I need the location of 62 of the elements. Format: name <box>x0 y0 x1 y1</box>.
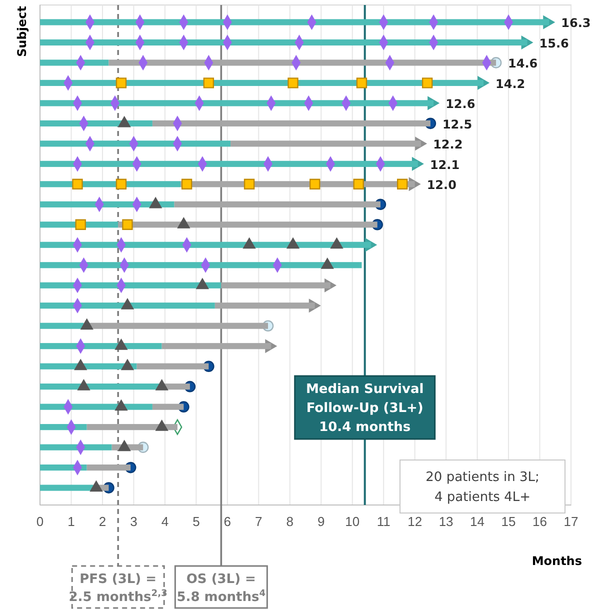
point <box>75 219 86 230</box>
total-label: 16.3 <box>561 16 591 30</box>
point <box>116 78 127 88</box>
x-tick-label: 8 <box>286 514 294 530</box>
point <box>288 78 298 88</box>
point <box>310 178 320 190</box>
bar <box>136 363 209 370</box>
total-label: 15.6 <box>539 36 569 50</box>
x-tick-label: 14 <box>470 514 485 530</box>
x-tick-label: 15 <box>501 514 516 530</box>
total-label: 14.6 <box>508 56 538 71</box>
point <box>422 78 433 88</box>
x-tick-label: 1 <box>68 514 75 530</box>
point <box>181 178 192 190</box>
point <box>72 178 83 190</box>
point <box>353 178 364 190</box>
ref-line-label: Median Survival Follow-Up (3L+) 10.4 months <box>306 382 424 435</box>
x-tick-label: 7 <box>255 514 262 530</box>
x-tick-label: 17 <box>564 514 578 530</box>
bar <box>84 322 268 329</box>
x-axis-title: Months <box>532 554 582 568</box>
x-tick-label: 10 <box>345 514 360 530</box>
bar <box>40 322 84 329</box>
point <box>396 178 408 190</box>
point <box>122 219 133 230</box>
bar <box>108 60 496 66</box>
point <box>244 178 255 190</box>
bar <box>40 302 215 309</box>
bar <box>40 484 94 491</box>
bar <box>118 222 378 228</box>
x-tick-label: 6 <box>224 514 232 530</box>
total-label: 12.2 <box>433 138 463 152</box>
bar <box>230 140 422 147</box>
annotation: 20 patients in 3L; 4 patients 4L+ <box>426 470 540 505</box>
point <box>116 178 127 190</box>
point <box>356 78 368 88</box>
y-axis-title: Subject <box>15 6 29 57</box>
bar <box>162 343 272 350</box>
total-label: 12.5 <box>442 117 472 132</box>
x-tick-label: 4 <box>161 514 169 530</box>
x-tick-label: 2 <box>98 514 106 530</box>
x-tick-label: 9 <box>318 514 325 530</box>
bar <box>221 282 330 288</box>
bar <box>152 120 430 126</box>
x-tick-label: 0 <box>36 514 44 530</box>
total-label: 12.0 <box>426 178 456 192</box>
ref-line-label: OS (3L) = 5.8 months$^{4}$ <box>176 572 266 605</box>
total-label: 12.1 <box>430 158 460 172</box>
total-label: 12.6 <box>446 97 476 112</box>
total-label: 14.2 <box>496 76 526 91</box>
x-tick-label: 12 <box>408 514 422 530</box>
point <box>203 78 214 88</box>
x-tick-label: 5 <box>192 514 200 530</box>
bar <box>214 302 315 309</box>
x-tick-label: 11 <box>376 514 390 530</box>
bar <box>174 201 380 208</box>
x-tick-label: 16 <box>532 514 547 530</box>
x-tick-label: 13 <box>438 514 454 530</box>
bar <box>86 464 131 471</box>
x-tick-label: 3 <box>130 514 138 530</box>
note-box: 20 patients in 3L; 4 patients 4L+ <box>400 460 566 514</box>
bar <box>152 404 184 410</box>
